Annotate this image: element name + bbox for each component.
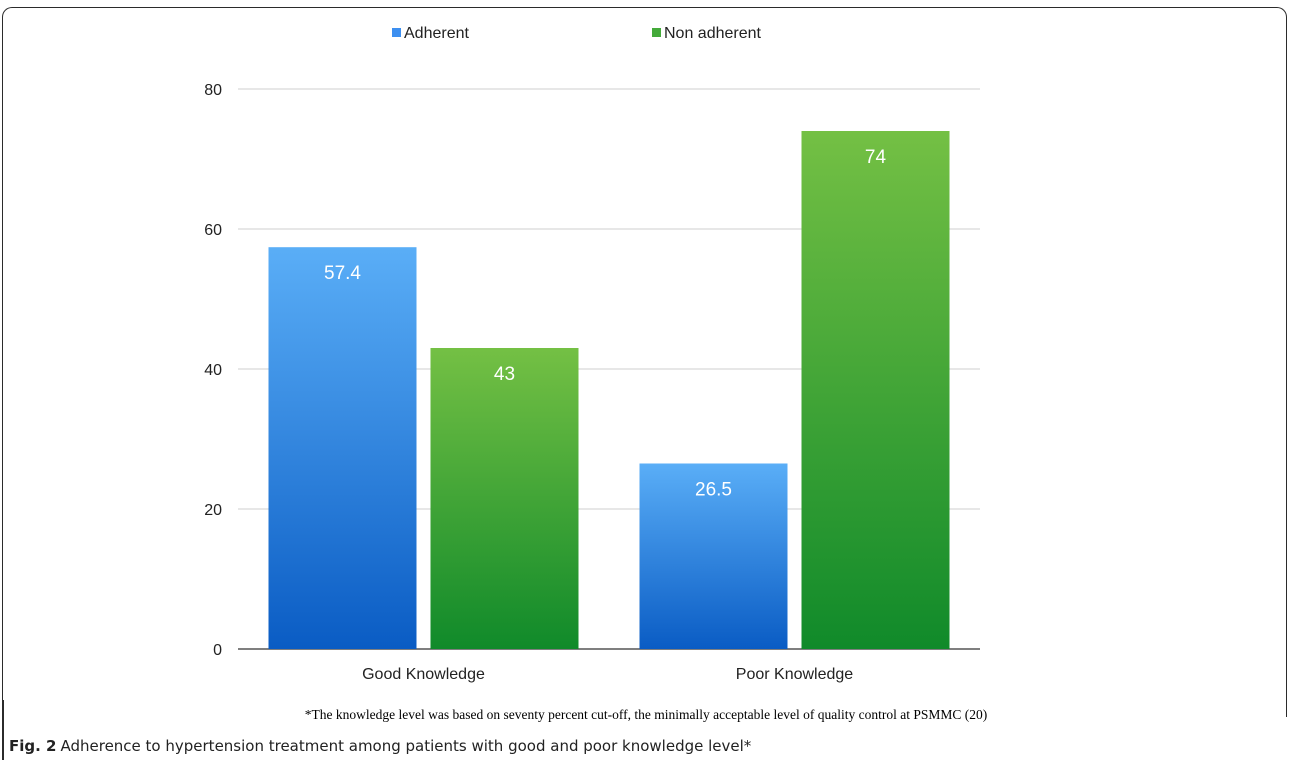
bar-chart: 0 20 40 60 80 57.4 43 26.5 74 Good Knowledge Poo… xyxy=(204,25,980,683)
x-tick-label: Good Knowledge xyxy=(362,666,485,683)
bar xyxy=(801,131,950,649)
y-tick-label: 40 xyxy=(204,362,222,379)
y-tick-label: 0 xyxy=(213,642,222,659)
bars xyxy=(268,131,950,649)
bar-value-label: 43 xyxy=(494,364,515,385)
footnote: *The knowledge level was based on sevent… xyxy=(304,707,988,722)
figure-frame xyxy=(2,7,1287,717)
bar-value-labels: 57.4 43 26.5 74 xyxy=(324,147,886,501)
figure-caption: Fig. 2 Adherence to hypertension treatmen… xyxy=(9,737,751,755)
legend-label: Non adherent xyxy=(664,25,762,42)
bar-value-label: 74 xyxy=(865,147,887,168)
figure-caption-text: Adherence to hypertension treatment amon… xyxy=(60,737,752,755)
figure-frame-edge xyxy=(2,700,4,760)
figure-label: Fig. 2 xyxy=(9,737,57,755)
x-axis-ticks: Good Knowledge Poor Knowledge xyxy=(362,666,853,683)
y-tick-label: 60 xyxy=(204,222,222,239)
legend: Adherent Non adherent xyxy=(392,25,762,42)
y-tick-label: 80 xyxy=(204,82,222,99)
y-tick-label: 20 xyxy=(204,502,222,519)
bar xyxy=(430,348,579,649)
x-tick-label: Poor Knowledge xyxy=(736,666,854,683)
bar xyxy=(268,247,417,649)
legend-swatch xyxy=(392,28,401,37)
bar-value-label: 57.4 xyxy=(324,263,361,284)
legend-swatch xyxy=(652,28,661,37)
bar xyxy=(639,463,788,649)
bar-value-label: 26.5 xyxy=(695,480,732,501)
y-axis-ticks: 0 20 40 60 80 xyxy=(204,82,222,659)
legend-label: Adherent xyxy=(404,25,469,42)
